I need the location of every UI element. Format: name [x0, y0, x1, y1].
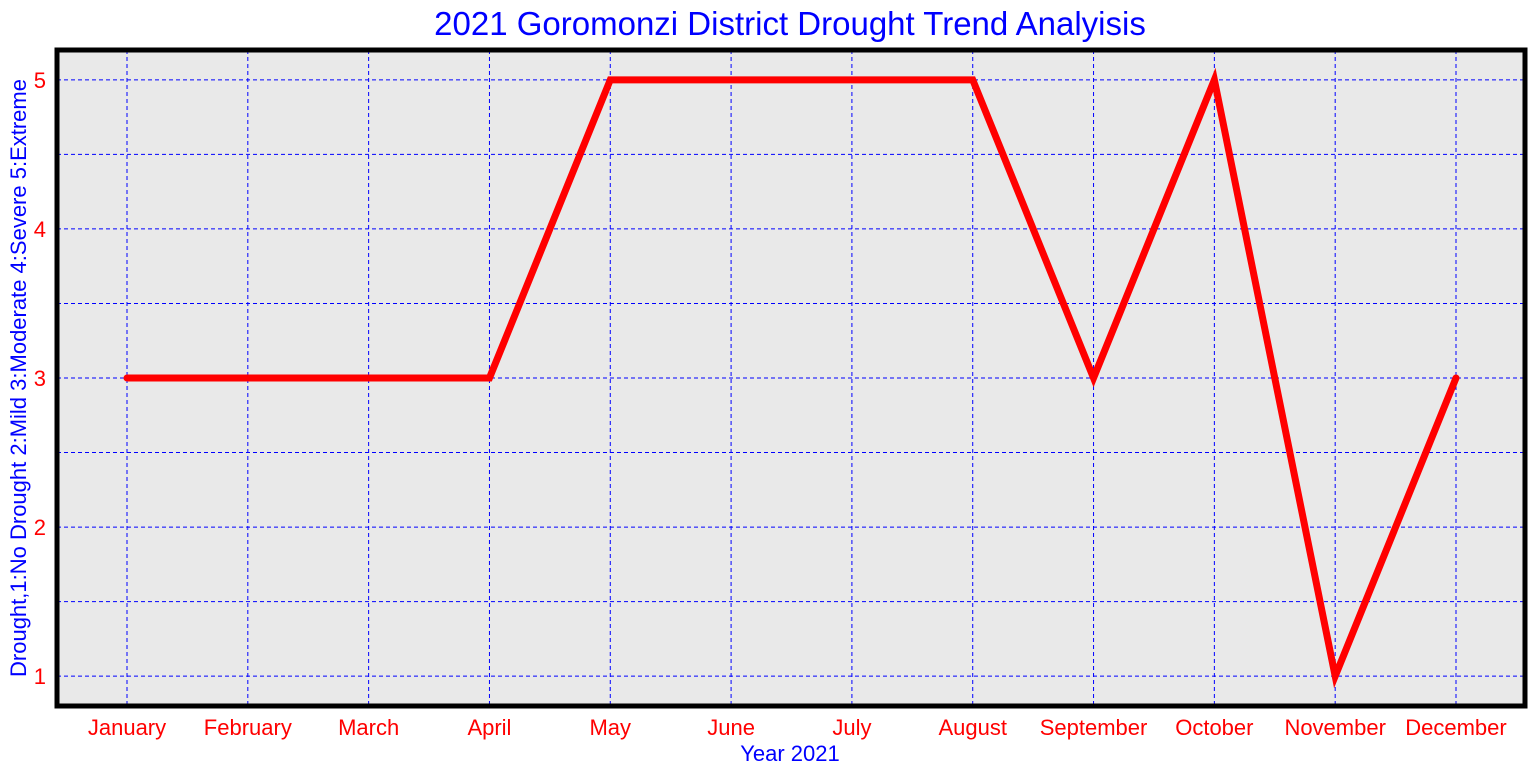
y-axis-label: Drought,1:No Drought 2:Mild 3:Moderate 4… [6, 79, 31, 677]
y-tick-label: 1 [34, 664, 46, 689]
data-point [1332, 673, 1339, 680]
x-tick-label: August [938, 715, 1007, 740]
data-point [1211, 76, 1218, 83]
x-tick-label: December [1405, 715, 1506, 740]
data-point [1453, 375, 1459, 381]
tick-labels: January February March April May June July Augu… [34, 68, 1507, 740]
y-tick-label: 5 [34, 68, 46, 93]
data-point [728, 76, 735, 83]
y-tick-label: 3 [34, 366, 46, 391]
x-tick-label: September [1040, 715, 1148, 740]
grid-lines [57, 50, 1525, 706]
y-tick-label: 2 [34, 515, 46, 540]
x-tick-label: February [204, 715, 292, 740]
x-tick-label: November [1284, 715, 1385, 740]
data-point [848, 76, 855, 83]
x-tick-label: March [338, 715, 399, 740]
x-axis-label: Year 2021 [740, 741, 840, 766]
series-line [123, 67, 1460, 689]
data-point [124, 375, 130, 381]
chart-title: 2021 Goromonzi District Drought Trend An… [434, 5, 1146, 42]
plot-frame [54, 47, 1528, 709]
series-group [123, 67, 1460, 689]
data-point [365, 375, 372, 381]
x-tick-label: October [1175, 715, 1253, 740]
data-point [1090, 375, 1097, 381]
x-tick-label: April [467, 715, 511, 740]
x-tick-label: May [589, 715, 631, 740]
y-tick-label: 4 [34, 217, 46, 242]
data-point [969, 76, 976, 83]
data-point [244, 375, 251, 381]
x-tick-label: July [832, 715, 871, 740]
data-point [486, 375, 493, 381]
data-point [607, 76, 614, 83]
x-tick-label: January [88, 715, 166, 740]
x-tick-label: June [707, 715, 755, 740]
